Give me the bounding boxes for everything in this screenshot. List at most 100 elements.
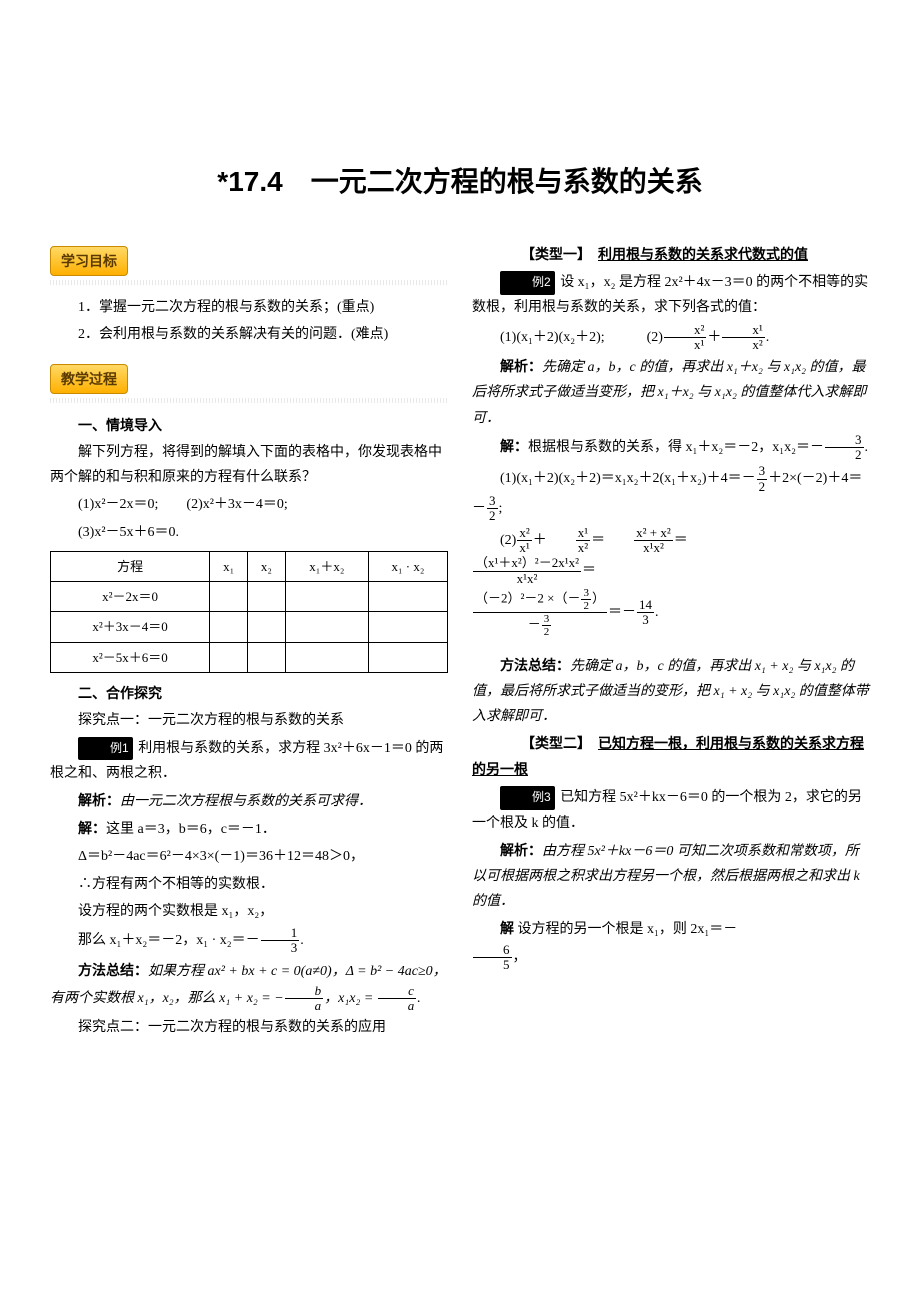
analysis-label: 解析： [500,842,542,858]
table-row: 方程 x₁ x₂ x₁＋x₂ x₁ · x₂ [51,551,448,581]
table-cell [247,582,285,612]
table-row: x²－5x＋6＝0 [51,642,448,672]
fraction: 32 [487,494,498,524]
stripe-divider [50,280,448,285]
solution-body: 设方程的另一个根是 x₁，则 2x₁＝－ [514,922,737,937]
fraction: 13 [261,926,300,956]
solution-text: 那么 x₁＋x₂＝－2，x₁ · x₂＝－13. [50,926,448,956]
solution-body: (1)(x₁＋2)(x₂＋2)＝x₁x₂＋2(x₁＋x₂)＋4＝－ [500,471,756,486]
table-cell [285,582,368,612]
type-label: 【类型一】 [528,246,598,262]
fraction: x² + x²x¹x² [634,526,673,556]
solution-text: ∴方程有两个不相等的实数根． [50,872,448,897]
right-column: 【类型一】 利用根与系数的关系求代数式的值 例2 设 x₁，x₂ 是方程 2x²… [472,240,870,1043]
table-header: x₂ [247,551,285,581]
solution-text: 解：这里 a＝3，b＝6，c＝－1． [50,816,448,842]
method-body: ，x₁x₂ = [324,991,377,1006]
question-part: (1)(x₁＋2)(x₂＋2); [500,330,605,345]
analysis-label: 解析： [500,358,542,374]
analysis-body: 由一元二次方程根与系数的关系可求得． [120,794,372,809]
fraction: 32 [757,464,768,494]
solution-body: 根据根与系数的关系，得 x₁＋x₂＝－2，x₁x₂＝－ [528,440,824,455]
equation-table: 方程 x₁ x₂ x₁＋x₂ x₁ · x₂ x²－2x＝0 x²＋3x－4＝0 [50,551,448,674]
body-text: 探究点二：一元二次方程的根与系数的关系的应用 [50,1015,448,1040]
solution-body: 那么 x₁＋x₂＝－2，x₁ · x₂＝－ [78,933,260,948]
goals-header: 学习目标 [50,246,128,276]
table-header: x₁＋x₂ [285,551,368,581]
example-text: 例3 已知方程 5x²＋kx－6＝0 的一个根为 2，求它的另一个根及 k 的值… [472,785,870,835]
fraction: 32 [825,433,864,463]
type-title: 利用根与系数的关系求代数式的值 [598,246,808,262]
fraction: 65 [473,943,512,973]
analysis-text: 解析：先确定 a，b，c 的值，再求出 x₁＋x₂ 与 x₁x₂ 的值，最后将所… [472,354,870,431]
question-line: (1)(x₁＋2)(x₂＋2); (2)x²x¹＋x¹x². [472,323,870,353]
analysis-text: 解析：由一元二次方程根与系数的关系可求得． [50,788,448,814]
body-text: (3)x²－5x＋6＝0. [50,520,448,545]
method-summary: 方法总结：如果方程 ax² + bx + c = 0(a≠0)，Δ = b² −… [50,958,448,1014]
table-cell [368,642,447,672]
solution-text: 设方程的两个实数根是 x₁，x₂， [50,899,448,924]
example-badge: 例2 [500,271,555,295]
type-heading: 【类型二】 已知方程一根，利用根与系数的关系求方程的另一根 [472,731,870,783]
type-heading: 【类型一】 利用根与系数的关系求代数式的值 [472,242,870,268]
fraction: （－2）²－2 ×（－32）－32 [473,587,607,638]
two-column-layout: 学习目标 1．掌握一元二次方程的根与系数的关系；(重点) 2．会利用根与系数的关… [50,240,870,1043]
table-cell [247,612,285,642]
table-cell [210,612,248,642]
body-text: 探究点一：一元二次方程的根与系数的关系 [50,708,448,733]
fraction: x²x¹ [517,526,531,556]
solution-text: (1)(x₁＋2)(x₂＋2)＝x₁x₂＋2(x₁＋x₂)＋4＝－32＋2×(－… [472,464,870,523]
fraction: x¹x² [576,526,590,556]
table-cell [247,642,285,672]
table-cell: x²－2x＝0 [51,582,210,612]
table-cell: x²－5x＋6＝0 [51,642,210,672]
table-cell [285,642,368,672]
example-text: 例2 设 x₁，x₂ 是方程 2x²＋4x－3＝0 的两个不相等的实数根，利用根… [472,270,870,320]
page-title: *17.4 一元二次方程的根与系数的关系 [50,160,870,200]
table-cell [210,642,248,672]
fraction: （x¹＋x²）²－2x¹x²x¹x² [473,556,581,586]
example-badge: 例3 [500,786,555,810]
example-badge: 例1 [78,737,133,761]
fraction: ca [378,984,417,1014]
fraction: ba [285,984,324,1014]
body-text: 解下列方程，将得到的解填入下面的表格中，你发现表格中两个解的和与积和原来的方程有… [50,440,448,490]
fraction: 143 [637,598,654,628]
fraction: x¹x² [722,323,764,353]
solution-body: 这里 a＝3，b＝6，c＝－1． [106,822,276,837]
solution-label: 解： [500,438,528,454]
process-header: 教学过程 [50,364,128,394]
solution-text: 解：根据根与系数的关系，得 x₁＋x₂＝－2，x₁x₂＝－32. [472,433,870,463]
table-cell [368,582,447,612]
analysis-text: 解析：由方程 5x²＋kx－6＝0 可知二次项系数和常数项，所以可根据两根之积求… [472,838,870,915]
table-row: x²＋3x－4＝0 [51,612,448,642]
sub-heading: 二、合作探究 [50,681,448,706]
method-label: 方法总结： [500,657,570,673]
table-header: x₁ [210,551,248,581]
example-text: 例1 利用根与系数的关系，求方程 3x²＋6x－1＝0 的两根之和、两根之积． [50,736,448,786]
solution-label: 解： [78,820,106,836]
method-label: 方法总结： [78,962,148,978]
table-header: x₁ · x₂ [368,551,447,581]
table-cell [285,612,368,642]
fraction: x²x¹ [664,323,706,353]
stripe-divider [50,398,448,403]
solution-text: Δ＝b²－4ac＝6²－4×3×(－1)＝36＋12＝48＞0， [50,844,448,869]
question-part: (2) [647,330,663,345]
goal-item: 1．掌握一元二次方程的根与系数的关系；(重点) [50,295,448,320]
table-cell: x²＋3x－4＝0 [51,612,210,642]
body-text: (1)x²－2x＝0; (2)x²＋3x－4＝0; [50,492,448,517]
left-column: 学习目标 1．掌握一元二次方程的根与系数的关系；(重点) 2．会利用根与系数的关… [50,240,448,1043]
table-row: x²－2x＝0 [51,582,448,612]
goal-item: 2．会利用根与系数的关系解决有关的问题．(难点) [50,322,448,347]
solution-label: 解 [500,920,514,936]
type-label: 【类型二】 [528,735,598,751]
solution-text: (2)x²x¹＋ x¹x²＝ x² + x²x¹x²＝ （x¹＋x²）²－2x¹… [472,526,870,639]
analysis-label: 解析： [78,792,120,808]
table-cell [368,612,447,642]
method-summary: 方法总结：先确定 a，b，c 的值，再求出 x₁ + x₂ 与 x₁x₂ 的值，… [472,653,870,730]
table-cell [210,582,248,612]
table-header: 方程 [51,551,210,581]
solution-text: 解 设方程的另一个根是 x₁，则 2x₁＝－65， [472,916,870,972]
sub-heading: 一、情境导入 [50,413,448,438]
